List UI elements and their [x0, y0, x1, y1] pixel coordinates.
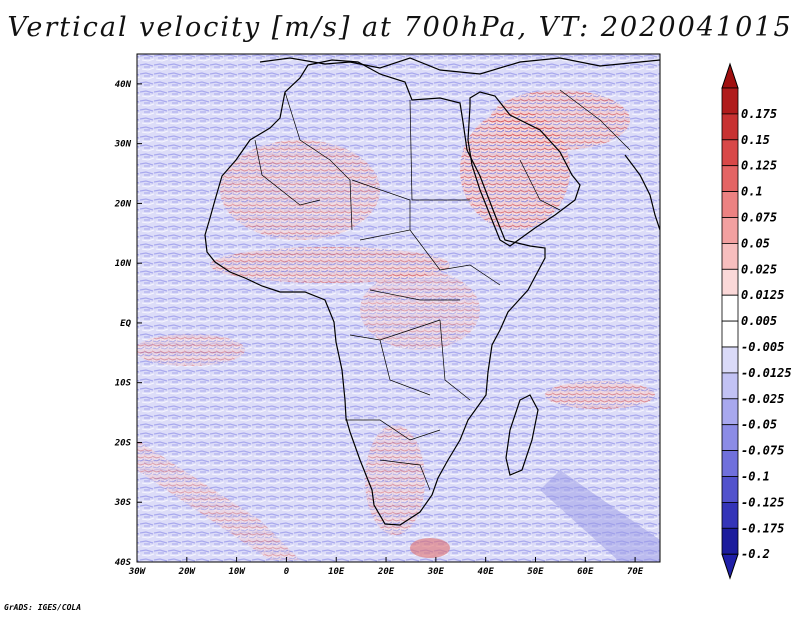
border-congo	[349, 319, 441, 341]
colorbar-label: -0.075	[741, 444, 784, 458]
border-chad	[351, 179, 411, 241]
south-atlantic-band	[137, 440, 300, 560]
axis-ticks: 30W 20W 10W 0 10E 20E 30E 40E 50E 60E 70E 40N 30N 20N…	[114, 80, 644, 577]
colorbar-top-arrow	[721, 62, 739, 89]
colorbar-label: 0.125	[741, 159, 777, 173]
congo-updraft	[360, 270, 480, 350]
border-saudi	[519, 159, 561, 211]
lon-tick-label: 30W	[128, 567, 147, 577]
lat-tick-label: 10S	[115, 379, 132, 389]
border-mali	[254, 139, 321, 206]
lat-tick-label: 40S	[115, 558, 132, 568]
colorbar-swatch	[721, 501, 739, 529]
border-egypt-sudan	[409, 99, 470, 201]
southern-africa-updraft	[365, 425, 425, 535]
lat-tick-label: 30S	[114, 498, 132, 508]
cape-updraft	[410, 538, 450, 558]
lon-tick-label: 70E	[627, 567, 644, 577]
country-borders	[254, 89, 631, 491]
colorbar-label: -0.05	[741, 418, 777, 432]
colorbar-swatch	[721, 217, 739, 244]
africa-coastline	[204, 59, 546, 526]
lon-tick-label: 50E	[527, 567, 544, 577]
colorbar-label: -0.025	[741, 392, 784, 406]
lat-tick-label: 30N	[114, 140, 132, 150]
colorbar-label: 0.005	[741, 314, 777, 328]
colorbar-label: -0.005	[741, 340, 784, 354]
colorbar-swatch	[721, 165, 739, 192]
colorbar-label: 0.175	[741, 107, 777, 121]
madagascar-coastline	[505, 394, 539, 476]
colorbar-swatch	[721, 191, 739, 218]
colorbar-swatch	[721, 476, 739, 503]
lat-tick-label: EQ	[120, 319, 131, 329]
colorbar-label: -0.175	[741, 521, 784, 535]
iran-updraft	[490, 90, 630, 150]
lat-tick-label: 40N	[115, 80, 132, 90]
europe-coastline	[259, 57, 660, 75]
colorbar-swatch	[721, 268, 739, 296]
lat-tick-label: 20S	[114, 438, 132, 448]
border-sudan-south	[409, 229, 501, 286]
lon-tick-label: 10E	[328, 567, 345, 577]
border-iran	[559, 89, 631, 151]
colorbar-swatch	[721, 398, 739, 426]
colorbar-label: -0.1	[741, 470, 770, 484]
colorbar-label: -0.125	[741, 495, 784, 509]
arabia-coastline	[467, 91, 581, 247]
colorbar-swatch	[721, 294, 739, 322]
lon-tick-label: 20E	[377, 567, 395, 577]
lon-tick-label: 20W	[178, 567, 197, 577]
colorbar-label: 0.1	[741, 185, 763, 199]
border-angola-namibia	[345, 419, 441, 441]
colorbar-swatch	[721, 87, 739, 115]
south-indian-band	[540, 470, 660, 562]
sahara-updraft	[220, 140, 380, 240]
lon-tick-label: 30E	[427, 567, 445, 577]
lon-tick-label: 0	[284, 567, 290, 577]
border-car	[369, 289, 460, 301]
colorbar-label: 0.025	[741, 262, 777, 276]
coastlines	[204, 57, 660, 526]
colorbar-swatch	[721, 372, 739, 400]
india-coastline	[624, 154, 660, 231]
indian-ocean-updraft	[545, 381, 655, 409]
colorbar-label: 0.15	[741, 133, 770, 147]
atlantic-updraft	[137, 334, 245, 366]
colorbar-label: -0.2	[741, 547, 770, 561]
lon-tick-label: 40E	[478, 567, 495, 577]
colorbar-label: 0.0125	[741, 288, 784, 302]
map-frame	[136, 53, 661, 563]
colorbar-swatch	[721, 527, 739, 555]
colorbar-swatch	[721, 113, 739, 141]
border-algeria-east	[284, 91, 353, 231]
colorbar-swatch	[721, 242, 739, 270]
sahel-updraft	[210, 247, 450, 283]
colorbar-swatch	[721, 450, 739, 477]
colorbar-label: 0.075	[741, 211, 777, 225]
lat-tick-label: 10N	[115, 259, 132, 269]
map-field	[137, 54, 660, 562]
border-drc-south	[379, 339, 431, 396]
colorbar-bottom-arrow	[721, 553, 739, 580]
lat-tick-label: 20N	[114, 199, 132, 209]
lon-tick-label: 60E	[577, 567, 594, 577]
colorbar: 0.175 0.15 0.125 0.1 0.075 0.05 0.025 0.0125 0.0…	[721, 62, 792, 580]
border-botswana	[379, 459, 431, 491]
colorbar-swatch	[721, 424, 739, 452]
colorbar-label: -0.0125	[741, 366, 792, 380]
border-east-africa	[439, 319, 471, 401]
colorbar-swatch	[721, 320, 739, 348]
colorbar-swatch	[721, 346, 739, 374]
colorbar-label: 0.05	[741, 236, 770, 250]
footer-credit: GrADS: IGES/COLA	[4, 603, 82, 612]
plot-title: Vertical velocity [m/s] at 700hPa, VT: 2…	[7, 12, 793, 43]
colorbar-swatch	[721, 139, 739, 167]
lon-tick-label: 10W	[228, 567, 246, 577]
